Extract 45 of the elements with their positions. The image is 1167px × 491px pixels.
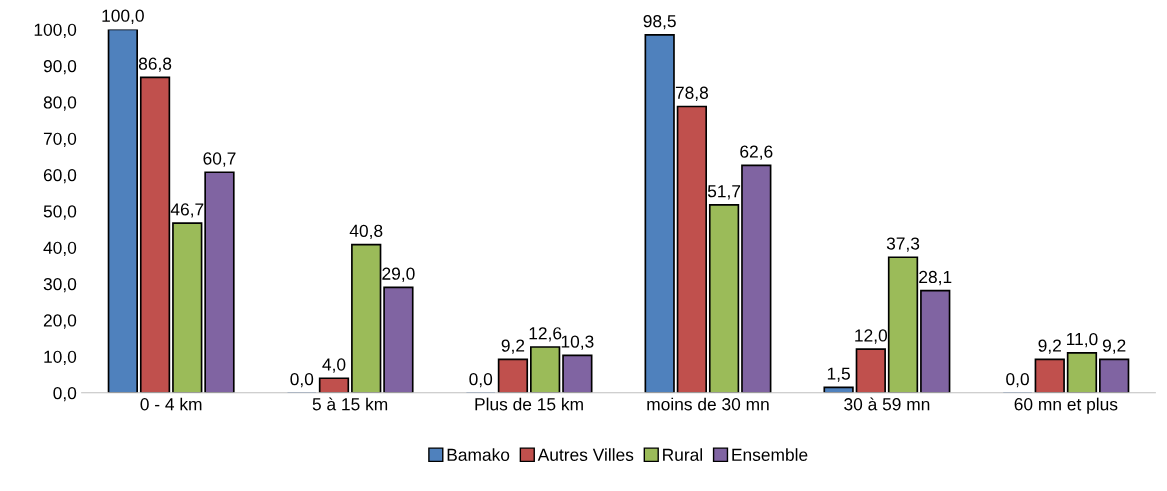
- data-label: 40,8: [349, 224, 383, 240]
- data-label: 0,0: [290, 372, 314, 388]
- legend-label: Autres Villes: [537, 448, 634, 461]
- x-tick-label: 30 à 59 mn: [844, 397, 930, 411]
- y-tick-label: 80,0: [43, 96, 77, 111]
- data-label: 9,2: [1102, 339, 1126, 354]
- y-tick-label: 70,0: [43, 132, 77, 147]
- data-label: 9,2: [501, 339, 525, 354]
- legend-label: Bamako: [447, 448, 510, 461]
- data-label: 46,7: [170, 203, 204, 218]
- legend-label: Ensemble: [732, 448, 808, 461]
- y-tick-label: 90,0: [43, 59, 77, 75]
- data-label: 1,5: [827, 367, 850, 382]
- y-tick-label: 100,0: [34, 23, 77, 38]
- data-label: 28,1: [919, 270, 952, 286]
- data-label: 0,0: [1006, 372, 1029, 388]
- data-label: 12,6: [529, 327, 562, 342]
- data-label: 37,3: [886, 237, 920, 252]
- data-label: 98,5: [643, 15, 676, 30]
- data-label: 10,3: [561, 335, 594, 350]
- y-tick-label: 0,0: [53, 386, 77, 402]
- y-tick-label: 20,0: [43, 314, 77, 329]
- data-label: 62,6: [740, 145, 773, 160]
- legend-label: Rural: [663, 448, 702, 461]
- x-tick-label: moins de 30 mn: [647, 397, 769, 411]
- data-label: 29,0: [382, 267, 415, 282]
- x-tick-label: Plus de 15 km: [475, 397, 583, 411]
- data-label: 78,8: [675, 86, 709, 101]
- x-tick-label: 0 - 4 km: [140, 397, 202, 411]
- x-tick-label: 60 mn et plus: [1014, 397, 1118, 414]
- data-label: 60,7: [203, 152, 236, 167]
- data-label: 9,2: [1038, 339, 1061, 354]
- data-label: 0,0: [469, 372, 493, 388]
- data-label: 51,7: [707, 185, 741, 200]
- data-label: 100,0: [102, 9, 144, 24]
- y-tick-label: 30,0: [43, 277, 77, 293]
- data-label: 12,0: [855, 329, 888, 344]
- data-label: 86,8: [138, 57, 172, 72]
- y-tick-label: 60,0: [43, 168, 77, 184]
- data-label: 11,0: [1067, 332, 1098, 348]
- data-label: 4,0: [322, 358, 346, 373]
- y-tick-label: 50,0: [43, 205, 77, 220]
- x-tick-label: 5 à 15 km: [312, 397, 388, 411]
- y-tick-label: 10,0: [44, 350, 77, 365]
- y-tick-label: 40,0: [43, 241, 77, 256]
